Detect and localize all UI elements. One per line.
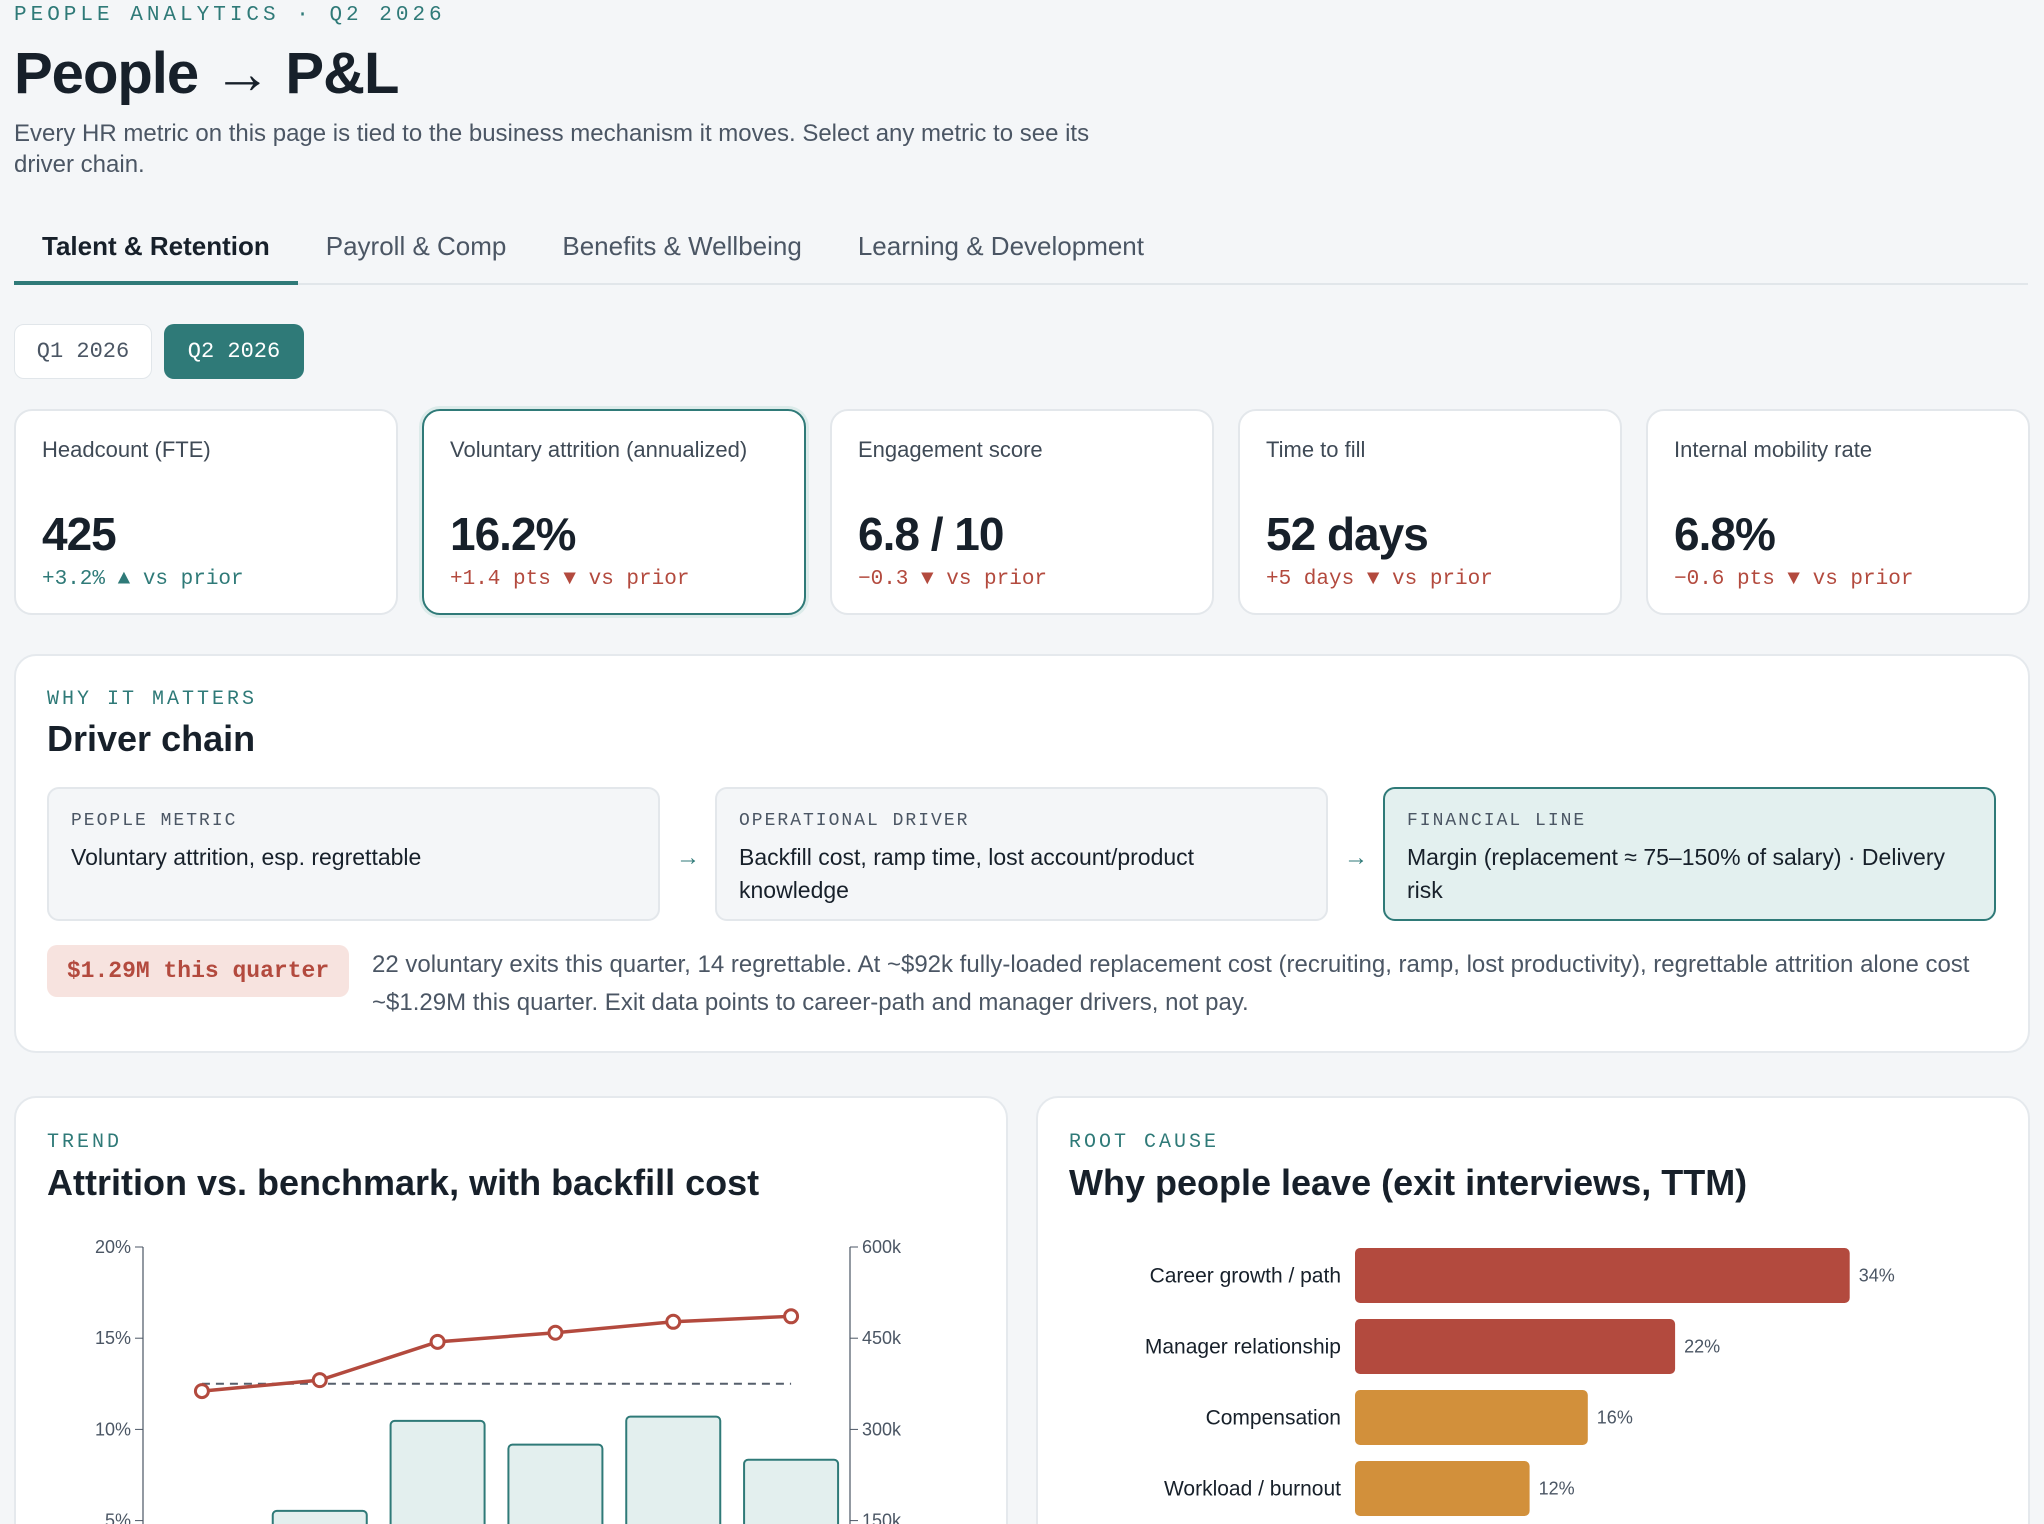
reason-value: 12%: [1539, 1479, 1575, 1499]
kpi-card-attrition[interactable]: Voluntary attrition (annualized) 16.2% +…: [422, 409, 806, 615]
trend-title: Attrition vs. benchmark, with backfill c…: [47, 1162, 760, 1203]
chain-value: Voluntary attrition, esp. regrettable: [71, 844, 422, 870]
reason-bar: [1355, 1319, 1676, 1374]
chain-label: PEOPLE METRIC: [71, 811, 238, 831]
tab-talent-retention[interactable]: Talent & Retention: [14, 222, 298, 285]
left-tick-label: 15%: [95, 1328, 131, 1348]
impact-text: 22 voluntary exits this quarter, 14 regr…: [372, 951, 1970, 1016]
backfill-cost-bar: [625, 1415, 722, 1524]
kpi-label: Headcount (FTE): [42, 437, 211, 462]
kpi-label: Engagement score: [858, 437, 1043, 462]
attrition-point: [193, 1383, 210, 1400]
left-tick-label: 20%: [95, 1237, 131, 1257]
tab-bar: Talent & Retention Payroll & Comp Benefi…: [14, 222, 2028, 285]
driver-eyebrow: WHY IT MATTERS: [47, 688, 258, 711]
kpi-value: 16.2%: [450, 508, 576, 560]
reason-bar: [1355, 1461, 1530, 1516]
reason-bar: [1355, 1390, 1588, 1445]
right-tick-label: 600k: [862, 1237, 902, 1257]
kpi-card-internal-mobility[interactable]: Internal mobility rate 6.8% −0.6 pts ▼ v…: [1646, 409, 2030, 615]
chain-financial-line: FINANCIAL LINE Margin (replacement ≈ 75–…: [1383, 787, 1996, 921]
kpi-delta: +5 days ▼ vs prior: [1266, 568, 1493, 591]
reason-label: Workload / burnout: [1164, 1478, 1341, 1501]
tab-benefits-wellbeing[interactable]: Benefits & Wellbeing: [562, 231, 802, 261]
root-eyebrow: ROOT CAUSE: [1069, 1131, 1220, 1154]
left-tick-label: 5%: [105, 1511, 131, 1524]
tab-payroll-comp[interactable]: Payroll & Comp: [325, 231, 507, 261]
trend-eyebrow: TREND: [47, 1131, 123, 1154]
kpi-card-engagement[interactable]: Engagement score 6.8 / 10 −0.3 ▼ vs prio…: [830, 409, 1214, 615]
kpi-card-headcount[interactable]: Headcount (FTE) 425 +3.2% ▲ vs prior: [14, 409, 398, 615]
backfill-cost-bar: [743, 1458, 840, 1524]
attrition-point: [311, 1372, 328, 1389]
arrow-right-icon: →: [1344, 844, 1368, 871]
kpi-value: 52 days: [1266, 508, 1429, 560]
reason-value: 34%: [1859, 1266, 1895, 1286]
trend-chart: 20% 15% 10% 5% 600k 450k 300k 150k: [95, 1237, 902, 1524]
root-cause-card: [1036, 1096, 2030, 1524]
kpi-label: Voluntary attrition (annualized): [450, 437, 748, 462]
attrition-point: [547, 1324, 564, 1341]
backfill-cost-bar: [389, 1419, 486, 1524]
kpi-value: 6.8%: [1674, 508, 1776, 560]
attrition-line: [201, 1314, 792, 1393]
reason-label: Manager relationship: [1145, 1336, 1341, 1359]
right-tick-label: 300k: [862, 1419, 902, 1439]
impact-badge: $1.29M this quarter: [47, 945, 349, 997]
root-chart: Career growth / path 34% Manager relations…: [1145, 1248, 1895, 1516]
backfill-cost-bar: [271, 1509, 368, 1524]
attrition-point: [429, 1333, 446, 1350]
kpi-delta: −0.3 ▼ vs prior: [858, 568, 1048, 591]
tab-learning-development[interactable]: Learning & Development: [857, 231, 1144, 261]
reason-bar: [1355, 1248, 1850, 1303]
chain-label: OPERATIONAL DRIVER: [739, 811, 970, 831]
kpi-label: Time to fill: [1266, 437, 1366, 462]
kpi-delta: +1.4 pts ▼ vs prior: [450, 568, 690, 591]
reason-value: 16%: [1597, 1408, 1633, 1428]
left-tick-label: 10%: [95, 1419, 131, 1439]
reason-label: Career growth / path: [1150, 1265, 1341, 1288]
arrow-right-icon: →: [676, 844, 700, 871]
attrition-point: [665, 1313, 682, 1330]
kpi-label: Internal mobility rate: [1674, 437, 1873, 462]
kpi-value: 425: [42, 508, 117, 560]
page-eyebrow: PEOPLE ANALYTICS · Q2 2026: [14, 4, 446, 27]
chain-label: FINANCIAL LINE: [1407, 811, 1587, 831]
right-tick-label: 150k: [862, 1511, 902, 1524]
period-q1-button[interactable]: Q1 2026: [14, 324, 152, 379]
attrition-point: [783, 1308, 800, 1325]
kpi-delta: −0.6 pts ▼ vs prior: [1674, 568, 1914, 591]
chain-value: Margin (replacement ≈ 75–150% of salary)…: [1407, 844, 1946, 903]
page-subtitle: Every HR metric on this page is tied to …: [14, 120, 1090, 178]
reason-label: Compensation: [1206, 1407, 1341, 1430]
kpi-delta: +3.2% ▲ vs prior: [42, 568, 244, 591]
right-tick-label: 450k: [862, 1328, 902, 1348]
period-q2-button[interactable]: Q2 2026: [164, 324, 304, 379]
chain-operational-driver: OPERATIONAL DRIVER Backfill cost, ramp t…: [715, 787, 1328, 921]
driver-title: Driver chain: [47, 718, 256, 759]
backfill-cost-bar: [507, 1443, 604, 1524]
kpi-value: 6.8 / 10: [858, 508, 1004, 560]
root-title: Why people leave (exit interviews, TTM): [1069, 1162, 1748, 1203]
page-title: People → P&L: [14, 41, 399, 106]
chain-value: Backfill cost, ramp time, lost account/p…: [739, 844, 1195, 903]
chain-people-metric: PEOPLE METRIC Voluntary attrition, esp. …: [47, 787, 660, 921]
kpi-card-time-to-fill[interactable]: Time to fill 52 days +5 days ▼ vs prior: [1238, 409, 1622, 615]
reason-value: 22%: [1684, 1337, 1720, 1357]
